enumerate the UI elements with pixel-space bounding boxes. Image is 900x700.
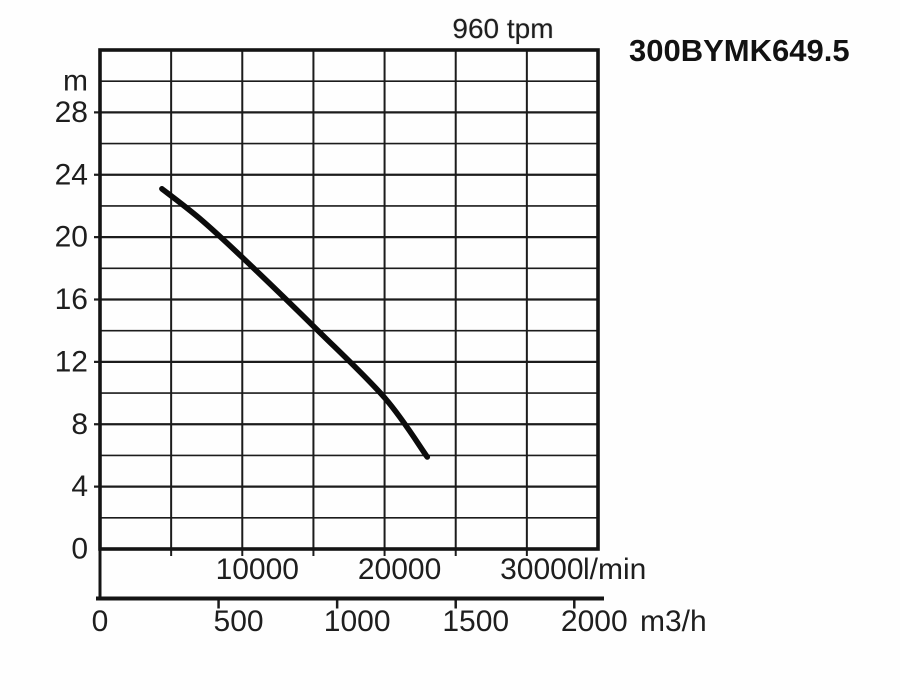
x-axis-tick-label-lmin: 30000	[500, 553, 583, 586]
y-axis-tick-label: 0	[71, 533, 88, 566]
y-axis-tick-label: 20	[55, 221, 88, 254]
y-axis-tick-label: 4	[71, 470, 88, 503]
x-axis-unit-lmin: l/min	[583, 553, 646, 586]
x-axis-tick-label-m3h: 1500	[442, 605, 509, 638]
y-axis-tick-label: 12	[55, 345, 88, 378]
head-capacity-curve	[159, 186, 431, 460]
y-axis-tick-label: 24	[55, 158, 88, 191]
plot-border	[98, 48, 600, 551]
y-axis-tick-label: 8	[71, 408, 88, 441]
x-axis-tick-label-lmin: 10000	[216, 553, 299, 586]
x-axis-tick-label-lmin: 20000	[358, 553, 441, 586]
y-axis-unit-label: m	[63, 65, 88, 98]
y-axis-tick-label: 16	[55, 283, 88, 316]
x-axis-tick-label-m3h: 2000	[561, 605, 628, 638]
y-axis-tick-label: 28	[55, 96, 88, 129]
chart-title-rpm: 960 tpm	[452, 13, 554, 44]
x-axis-unit-m3h: m3/h	[640, 605, 707, 638]
model-number: 300BYMK649.5	[629, 33, 850, 68]
x-axis-tick-label-m3h: 500	[214, 605, 264, 638]
x-axis-tick-label-m3h: 0	[92, 605, 109, 638]
x-axis-tick-label-m3h: 1000	[324, 605, 391, 638]
